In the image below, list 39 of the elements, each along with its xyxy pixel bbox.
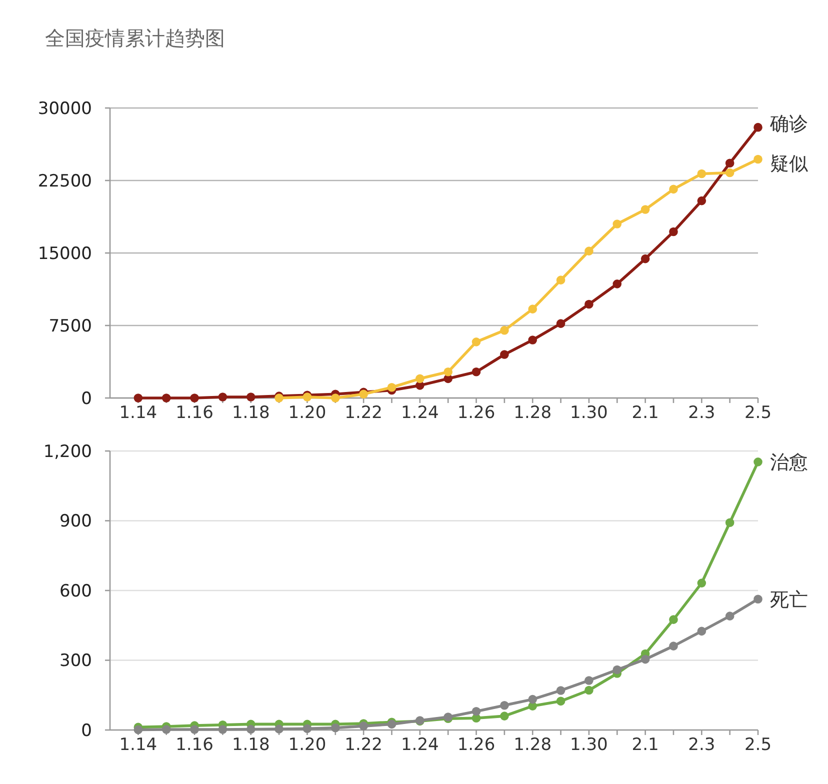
chart-title: 全国疫情累计趋势图 — [45, 26, 225, 50]
series-label: 确诊 — [769, 112, 808, 135]
y-tick-label: 22500 — [38, 171, 92, 192]
y-tick-label: 1,200 — [43, 442, 92, 462]
x-tick-label: 1.18 — [232, 403, 270, 423]
x-tick-label: 2.1 — [632, 403, 659, 423]
x-tick-label: 1.14 — [119, 403, 158, 423]
x-tick-label: 2.3 — [688, 735, 716, 755]
y-tick-label: 30000 — [38, 98, 92, 119]
y-tick-label: 0 — [81, 388, 92, 409]
x-tick-label: 1.28 — [514, 403, 552, 423]
y-tick-label: 7500 — [48, 316, 92, 336]
y-tick-label: 0 — [81, 720, 92, 741]
series-label: 疑似 — [770, 152, 808, 175]
series-label: 治愈 — [770, 452, 808, 474]
series-label: 死亡 — [770, 588, 808, 611]
x-tick-label: 1.26 — [457, 735, 496, 755]
x-tick-label: 1.20 — [288, 403, 326, 423]
y-tick-label: 15000 — [38, 244, 92, 264]
x-tick-label: 1.28 — [514, 735, 552, 755]
x-tick-label: 2.1 — [632, 735, 659, 755]
x-tick-label: 2.3 — [688, 403, 716, 423]
x-tick-label: 1.30 — [570, 403, 608, 423]
x-tick-label: 1.22 — [344, 735, 382, 755]
x-tick-label: 1.30 — [570, 735, 608, 755]
x-tick-label: 1.16 — [176, 403, 214, 423]
x-tick-label: 1.26 — [457, 403, 496, 423]
x-tick-label: 1.24 — [400, 735, 439, 755]
y-tick-label: 900 — [60, 512, 92, 532]
x-tick-label: 1.20 — [288, 735, 326, 755]
x-tick-label: 1.16 — [176, 735, 214, 755]
x-tick-label: 2.5 — [744, 735, 772, 755]
x-tick-label: 1.14 — [119, 735, 158, 755]
x-tick-label: 2.5 — [744, 403, 772, 423]
y-tick-label: 300 — [60, 651, 92, 672]
x-tick-label: 1.24 — [400, 403, 439, 423]
y-tick-label: 600 — [60, 581, 92, 602]
x-tick-label: 1.18 — [232, 735, 270, 755]
x-tick-label: 1.22 — [344, 403, 382, 423]
